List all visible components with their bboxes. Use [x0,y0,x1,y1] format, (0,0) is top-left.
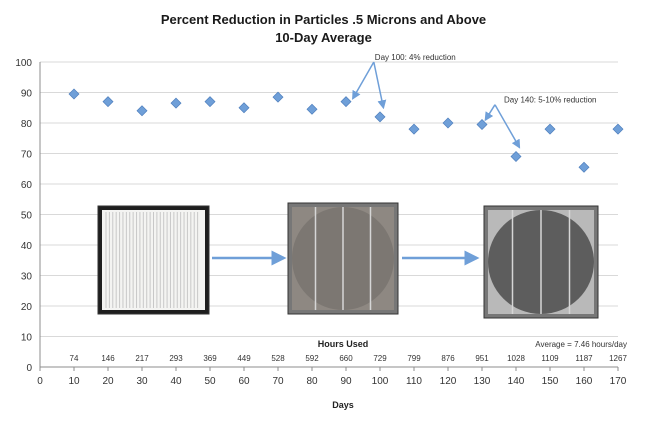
x-tick-label: 20 [102,376,114,387]
annotation-label: Day 100: 4% reduction [375,53,456,62]
y-tick-label: 40 [21,241,33,252]
annotations: Day 100: 4% reduction Day 140: 5-10% redu… [352,53,597,149]
hours-used-label: 951 [475,354,489,363]
y-tick-label: 30 [21,272,33,283]
data-point [306,103,318,115]
y-tick-label: 10 [21,333,33,344]
x-tick-label: 60 [238,376,250,387]
hours-used-label: 528 [271,354,285,363]
x-tick-labels: 0 10 20 30 40 50 60 70 80 90 100 110 120 130 140 150 160… [37,376,627,387]
hours-used-label: 74 [70,354,79,363]
annotation-arrow [352,61,375,100]
data-point [442,117,454,129]
x-tick-label: 140 [508,376,525,387]
x-tick-label: 80 [306,376,318,387]
data-point [340,96,352,108]
filter-image-used [287,202,399,315]
chart-subtitle: 10-Day Average [275,30,372,45]
y-tick-label: 70 [21,150,33,161]
data-point [102,96,114,108]
data-points [68,88,624,173]
data-point [272,91,284,103]
hours-used-label: 660 [339,354,353,363]
x-tick-label: 90 [340,376,352,387]
data-point [374,111,386,123]
hours-used-label: 1267 [609,354,627,363]
y-tick-label: 50 [21,211,33,222]
hours-used-label: 1028 [507,354,525,363]
hours-used-label: 729 [373,354,387,363]
hours-used-label: 146 [101,354,115,363]
hours-used-title: Hours Used [318,339,369,349]
filter-image-clean [97,205,210,315]
hours-used-label: 592 [305,354,319,363]
y-tick-label: 0 [26,363,32,374]
x-tick-label: 100 [372,376,389,387]
data-point [544,123,556,135]
x-tick-label: 40 [170,376,182,387]
y-tick-label: 90 [21,89,33,100]
data-point [578,161,590,173]
x-tick-label: 10 [68,376,80,387]
y-tick-label: 100 [15,58,32,69]
data-point [510,151,522,163]
x-tick-label: 70 [272,376,284,387]
x-tick-label: 110 [406,376,422,387]
x-tick-label: 130 [474,376,491,387]
data-point [238,102,250,114]
annotation-arrow [373,61,387,110]
data-point [68,88,80,100]
hours-used-label: 799 [407,354,421,363]
annotation-arrow [484,104,496,122]
x-tick-label: 120 [440,376,457,387]
x-tick-label: 170 [610,376,627,387]
chart-title: Percent Reduction in Particles .5 Micron… [160,12,487,27]
x-tick-label: 50 [204,376,216,387]
data-point [204,96,216,108]
filter-image-heavily-used [483,205,599,319]
y-tick-labels: 0 10 20 30 40 50 60 70 80 90 100 [15,58,32,374]
data-point [408,123,420,135]
hours-used-labels: 74 146 217 293 369 449 528 592 660 729 799 876 951 10… [70,354,628,363]
hours-used-label: 217 [135,354,149,363]
annotation-label: Day 140: 5-10% reduction [504,96,597,105]
data-point [476,119,488,131]
hours-used-label: 1109 [541,354,559,363]
y-tick-label: 60 [21,180,33,191]
data-point [612,123,624,135]
y-tick-label: 80 [21,119,33,130]
x-tick-label: 0 [37,376,43,387]
filter-images [97,202,599,319]
annotation-arrow [494,104,521,149]
hours-used-label: 876 [441,354,455,363]
hours-used-label: 369 [203,354,217,363]
data-point [136,105,148,117]
hours-used-label: 293 [169,354,183,363]
x-axis-label: Days [332,400,354,410]
data-point [170,97,182,109]
hours-used-label: 449 [237,354,251,363]
y-tick-label: 20 [21,302,33,313]
hours-used-label: 1187 [575,354,593,363]
x-tick-label: 160 [576,376,593,387]
x-tick-label: 30 [136,376,148,387]
x-tick-label: 150 [542,376,559,387]
axes [39,62,619,371]
average-note: Average = 7.46 hours/day [535,340,627,349]
